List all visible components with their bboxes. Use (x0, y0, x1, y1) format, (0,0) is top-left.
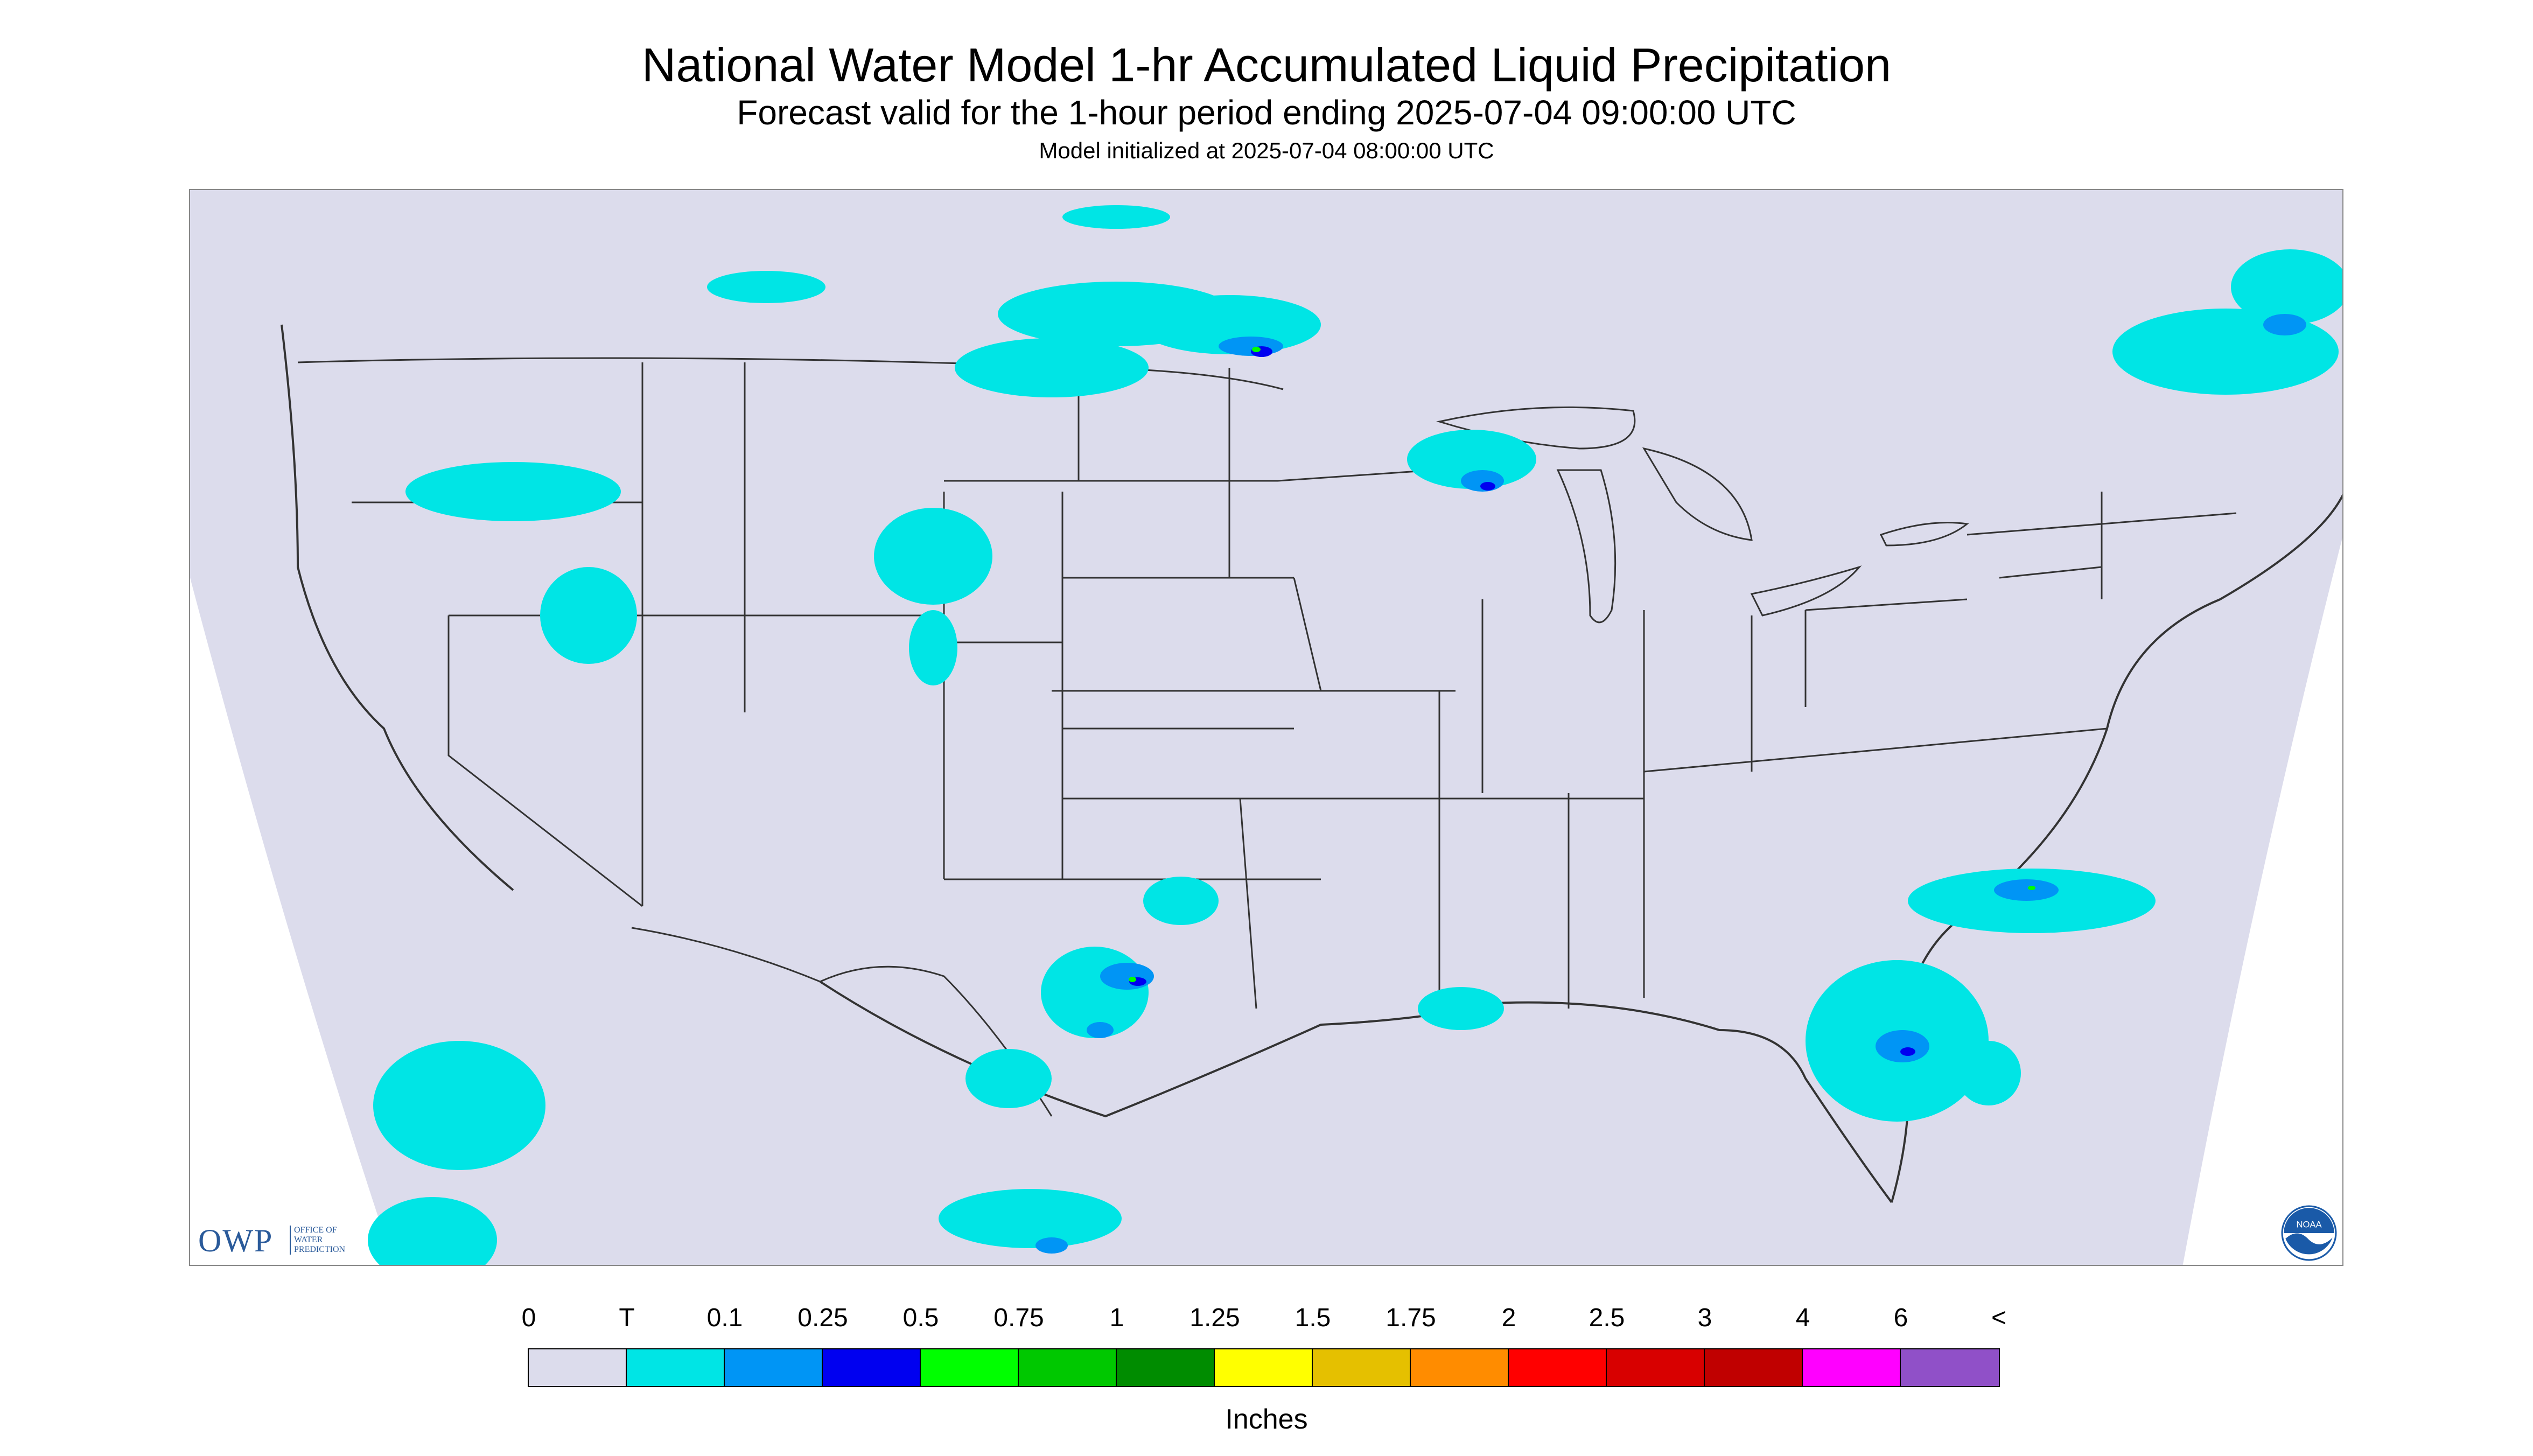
political-borders (281, 324, 2342, 1203)
map-canvas (190, 190, 2342, 1265)
legend-label: 2.5 (1589, 1304, 1625, 1332)
precipitation-map (189, 189, 2343, 1266)
legend-swatch (1313, 1349, 1411, 1386)
legend-label: 6 (1893, 1304, 1908, 1332)
legend-swatch (1705, 1349, 1803, 1386)
legend-label: 0.25 (797, 1304, 848, 1332)
legend-label: 4 (1795, 1304, 1810, 1332)
legend-swatch (1901, 1349, 1999, 1386)
owp-logo-text: OWP (198, 1223, 274, 1258)
legend-labels: 0 T 0.1 0.25 0.5 0.75 1 1.25 1.5 1.75 2 2.5 3 4 6 < (0, 1303, 2533, 1335)
map-subtitle: Forecast valid for the 1-hour period end… (737, 93, 1796, 132)
legend-label: 1 (1109, 1304, 1124, 1332)
legend-swatch (1411, 1349, 1509, 1386)
legend-label: 0 (521, 1304, 536, 1332)
legend-label: 0.75 (993, 1304, 1044, 1332)
legend-swatch (823, 1349, 921, 1386)
legend-swatch (921, 1349, 1019, 1386)
legend-label: 1.5 (1295, 1304, 1331, 1332)
legend-units: Inches (1225, 1404, 1308, 1435)
model-init-line: Model initialized at 2025-07-04 08:00:00… (1039, 138, 1494, 163)
legend-label: 2 (1501, 1304, 1516, 1332)
legend-label: 0.5 (902, 1304, 939, 1332)
precip-light (1035, 314, 2306, 1254)
legend-swatch (1019, 1349, 1117, 1386)
legend-label: T (619, 1304, 635, 1332)
legend-swatch (725, 1349, 823, 1386)
precip-heavy (1129, 347, 2035, 982)
legend-swatch (1803, 1349, 1901, 1386)
legend-swatch (1117, 1349, 1215, 1386)
legend-label: 3 (1697, 1304, 1712, 1332)
legend-label: 1.75 (1386, 1304, 1436, 1332)
legend-colorbar (528, 1348, 2000, 1387)
noaa-logo-icon: NOAA (2281, 1205, 2337, 1261)
map-title: National Water Model 1-hr Accumulated Li… (641, 38, 1892, 92)
owp-logo-subtext: OFFICE OF WATER PREDICTION (290, 1226, 345, 1255)
legend-label: < (1991, 1304, 2007, 1332)
legend-swatch (1607, 1349, 1705, 1386)
model-domain (190, 190, 2342, 1265)
legend-swatch (529, 1349, 627, 1386)
legend-swatch (1215, 1349, 1313, 1386)
legend-swatch (627, 1349, 725, 1386)
legend-swatch (1509, 1349, 1607, 1386)
noaa-logo-text: NOAA (2296, 1220, 2322, 1230)
legend-label: 0.1 (706, 1304, 743, 1332)
legend-label: 1.25 (1189, 1304, 1240, 1332)
owp-logo: OWP OFFICE OF WATER PREDICTION (198, 1222, 345, 1259)
